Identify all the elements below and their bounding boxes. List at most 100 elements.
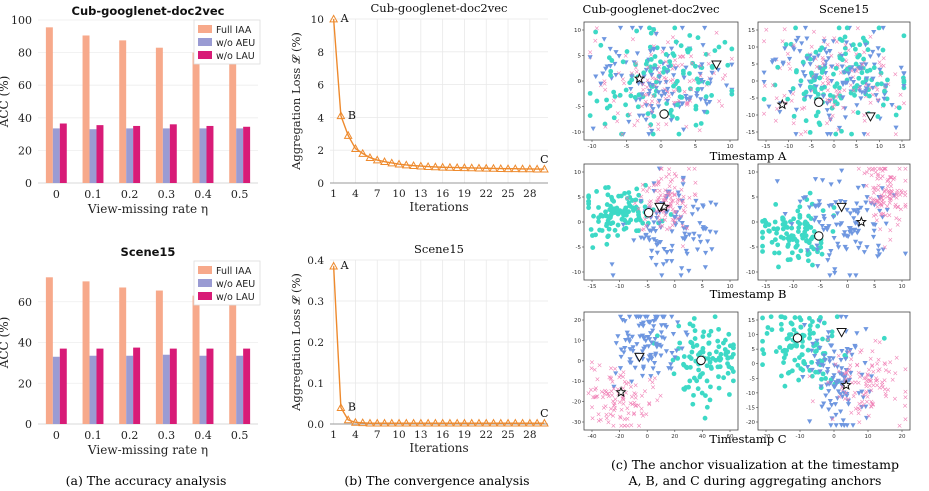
scatter-point-pink: × [887, 195, 893, 203]
scatter-point-blue [641, 236, 647, 242]
line-y-tick: 2 [317, 145, 324, 157]
scatter-point-pink: × [588, 386, 594, 394]
scatter-point: × [722, 71, 728, 79]
timestamp-a: Timestamp A [710, 149, 787, 163]
scatter-point-pink: × [844, 369, 850, 377]
scatter-point-teal [798, 366, 804, 372]
loss-marker [489, 163, 498, 172]
scatter-point-pink: × [686, 165, 692, 173]
scatter-point-teal [776, 250, 782, 256]
scatter-point [813, 113, 819, 119]
scatter-point [829, 64, 835, 70]
scatter-point-pink: × [609, 387, 615, 395]
scatter-point-teal [791, 327, 797, 333]
scatter-point-pink: × [889, 187, 895, 195]
scatter-point: × [801, 93, 807, 101]
scatter-point-teal [597, 227, 602, 233]
scatter-point [665, 86, 671, 92]
scatter-point [698, 97, 704, 102]
scatter-x-tick: -15 [762, 144, 771, 150]
scatter-point [684, 96, 690, 102]
scatter-point-pink: × [898, 206, 904, 214]
scatter-point-pink: × [872, 184, 878, 192]
scatter-point-teal [773, 237, 778, 242]
scatter-point [651, 113, 657, 119]
scatter-point [862, 91, 868, 96]
scatter-point: × [602, 86, 608, 94]
scatter-point: × [714, 29, 720, 37]
scatter-point-teal [778, 234, 784, 240]
scatter-point: × [853, 51, 859, 59]
scatter-point-blue [800, 196, 807, 201]
line-y-tick: 4 [317, 112, 324, 124]
scatter-point [612, 94, 618, 99]
scatter-point-teal [792, 357, 798, 363]
scatter-point: × [851, 87, 857, 95]
scatter-y-tick: 5 [752, 347, 756, 353]
scatter-point-pink: × [871, 189, 877, 197]
scatter-point [688, 86, 693, 92]
scatter-point-blue [825, 335, 831, 341]
scatter-point-teal [596, 205, 601, 210]
scatter-point [812, 76, 818, 81]
scatter-point-pink: × [868, 387, 874, 395]
loss-marker [387, 158, 397, 167]
scatter-point: × [621, 80, 627, 88]
scatter-point [842, 106, 848, 111]
scatter-point-pink: × [874, 175, 880, 183]
scatter-point-pink: × [649, 379, 655, 387]
scatter-point [669, 91, 675, 97]
scatter-point-teal [808, 225, 814, 230]
legend-swatch [198, 292, 212, 300]
scatter-point-blue [648, 374, 654, 379]
scatter-point-teal [615, 222, 621, 228]
scatter-point-pink: × [662, 216, 668, 224]
scatter-point [647, 25, 652, 31]
scatter-point-teal [800, 344, 805, 349]
scatter-point: × [672, 57, 678, 65]
scatter-point-blue [651, 360, 658, 366]
scatter-point-teal [726, 331, 732, 337]
scatter-point [856, 75, 862, 81]
scatter-point-pink: × [636, 402, 642, 410]
scatter-point-teal [626, 190, 632, 196]
scatter-point-teal [670, 357, 676, 363]
scatter-point-pink: × [692, 165, 698, 173]
scatter-point-blue [867, 389, 873, 395]
scatter-point-blue [621, 350, 627, 356]
scatter-point [611, 89, 617, 95]
scatter-point-teal [615, 233, 621, 238]
scatter-point-teal [760, 338, 765, 344]
scatter-point [604, 97, 609, 103]
scatter-point-teal [800, 235, 806, 241]
loss-marker [387, 418, 397, 427]
scatter-point-blue [814, 338, 820, 344]
scatter-point [671, 73, 677, 78]
scatter-point [693, 122, 699, 128]
scatter-point [870, 49, 876, 55]
scatter-point-blue [640, 366, 647, 372]
scatter-point [807, 130, 813, 135]
scatter-point-pink: × [871, 196, 877, 204]
scatter-point-blue [618, 354, 624, 360]
scatter-point-pink: × [632, 399, 638, 407]
scatter-point-pink: × [608, 405, 614, 413]
scatter-point [709, 70, 715, 76]
scatter-point-blue [635, 314, 642, 320]
scatter-point-teal [795, 229, 801, 234]
scatter-point: × [848, 82, 854, 90]
scatter-point [634, 28, 640, 34]
scatter-point-pink: × [810, 398, 816, 406]
caption-c-line2: A, B, and C during aggregating anchors [628, 473, 882, 488]
bar-w-o-aeu-0.1 [89, 129, 97, 183]
legend-label: w/o AEU [216, 279, 255, 290]
scatter-point-blue [618, 347, 624, 353]
scatter-point-pink: × [882, 360, 888, 368]
scatter-point-teal [721, 375, 727, 381]
scatter-point-blue [654, 243, 660, 248]
scatter-point: × [863, 81, 869, 89]
scatter-point [803, 118, 809, 124]
bar-full-iaa-0 [45, 27, 53, 184]
scatter-point: × [862, 117, 868, 125]
scatter-point-pink: × [870, 368, 876, 376]
